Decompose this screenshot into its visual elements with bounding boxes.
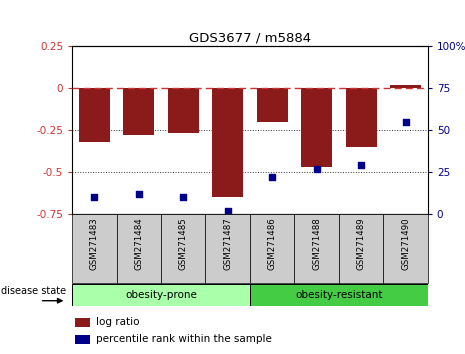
Text: GSM271485: GSM271485 (179, 218, 188, 270)
Bar (168, 88, 199, 133)
Bar (161, 214, 206, 283)
Point (402, 119, 409, 125)
Title: GDS3677 / m5884: GDS3677 / m5884 (189, 32, 311, 45)
Bar (339, 214, 383, 283)
Point (135, 191, 142, 197)
Text: GSM271487: GSM271487 (223, 218, 232, 270)
Point (91, 195, 98, 200)
Text: GSM271489: GSM271489 (357, 218, 365, 270)
Text: log ratio: log ratio (96, 318, 140, 327)
Point (179, 195, 187, 200)
Bar (250, 284, 428, 306)
Text: GSM271488: GSM271488 (312, 218, 321, 270)
Bar (79, 88, 110, 142)
Text: obesity-prone: obesity-prone (125, 290, 197, 300)
Bar (250, 214, 294, 283)
Bar (123, 88, 154, 135)
Point (268, 175, 276, 180)
Bar (75, 335, 90, 344)
Point (313, 166, 320, 172)
Point (224, 208, 232, 213)
Text: GSM271484: GSM271484 (134, 218, 143, 270)
Bar (383, 214, 428, 283)
Bar (294, 214, 339, 283)
Bar (345, 88, 377, 147)
Text: percentile rank within the sample: percentile rank within the sample (96, 335, 272, 344)
Text: disease state: disease state (1, 286, 66, 296)
Bar (117, 214, 161, 283)
Bar (206, 214, 250, 283)
Bar (72, 214, 117, 283)
Point (358, 162, 365, 168)
Bar (72, 284, 250, 306)
Text: GSM271490: GSM271490 (401, 218, 410, 270)
Text: GSM271486: GSM271486 (268, 218, 277, 270)
Bar (75, 318, 90, 327)
Bar (301, 88, 332, 167)
Bar (212, 88, 243, 198)
Text: obesity-resistant: obesity-resistant (295, 290, 383, 300)
Bar (390, 85, 421, 88)
Text: GSM271483: GSM271483 (90, 218, 99, 270)
Bar (257, 88, 288, 122)
